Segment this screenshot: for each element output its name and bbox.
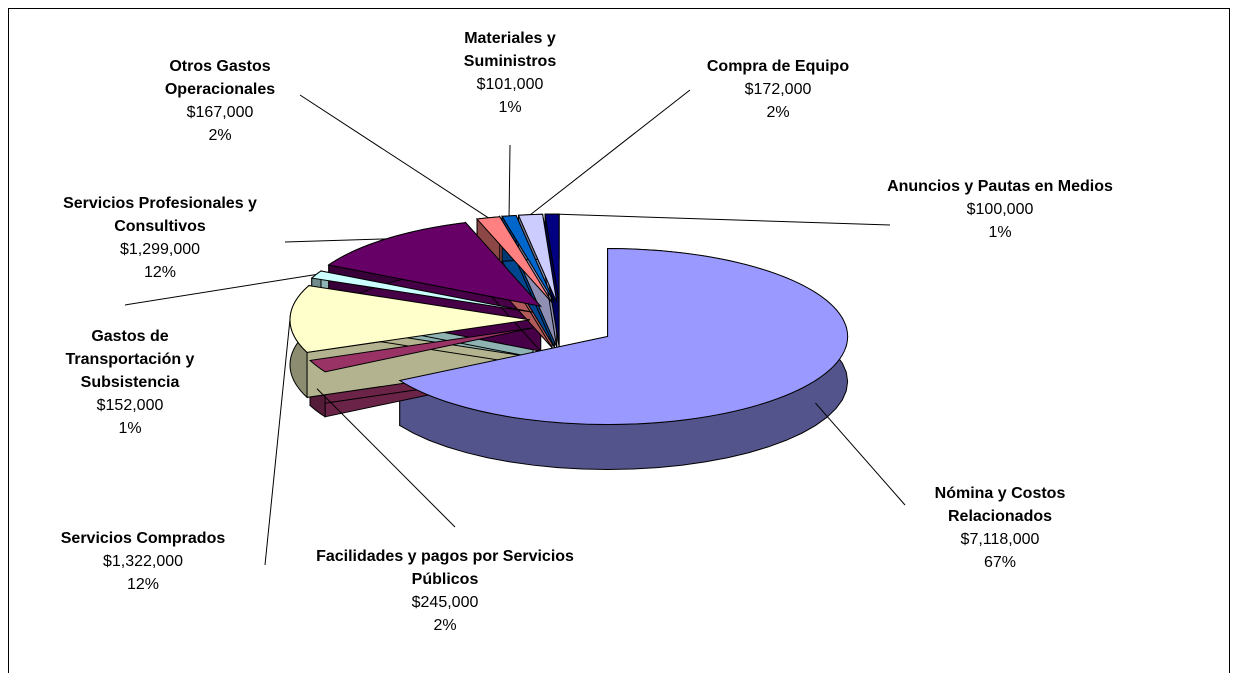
slice-value: $100,000 [966,201,1034,218]
data-label: Servicios Comprados $1,322,000 12% [18,527,268,596]
leader-line [552,213,891,226]
slice-top [398,248,849,425]
data-label: Nómina y Costos Relacionados $7,118,000 67… [895,482,1105,574]
leader-line [124,273,317,306]
data-label: Materiales y Suministros $101,000 1% [425,27,595,119]
slice-percent: 12% [143,264,177,281]
slice-percent: 1% [498,99,522,116]
leader-line [284,238,387,243]
leader-line [264,318,291,566]
slice-top [310,270,534,313]
leader-line [530,89,691,216]
data-label: Otros Gastos Operacionales $167,000 2% [140,55,300,147]
slice-name: Servicios Comprados [60,530,226,547]
slice-name: Servicios Profesionales y Consultivos [63,195,257,235]
pie-tops [289,213,849,425]
slice-percent: 1% [988,224,1012,241]
slice-value: $167,000 [186,104,254,121]
slice-top [476,216,553,303]
slice-name: Facilidades y pagos por Servicios Públic… [316,548,574,588]
slice-percent: 67% [983,554,1017,571]
slice-value: $1,322,000 [102,553,184,570]
slice-value: $152,000 [96,397,164,414]
leader-line [815,402,906,506]
slice-top [289,285,531,353]
slice-percent: 1% [118,420,142,437]
slice-name: Compra de Equipo [706,58,850,75]
slice-percent: 2% [433,617,457,634]
slice-name: Nómina y Costos Relacionados [934,485,1066,525]
slice-value: $245,000 [411,594,479,611]
leader-line [508,144,511,216]
slice-name: Materiales y Suministros [463,30,557,70]
data-label: Servicios Profesionales y Consultivos $1,… [35,192,285,284]
data-label: Facilidades y pagos por Servicios Públic… [315,545,575,637]
slice-percent: 2% [766,104,790,121]
slice-percent: 2% [208,127,232,144]
slice-value: $1,299,000 [119,241,201,258]
data-label: Anuncios y Pautas en Medios $100,000 1% [875,175,1125,244]
data-label: Gastos de Transportación y Subsistencia $… [40,325,220,440]
leader-line [299,94,489,219]
slice-percent: 12% [126,576,160,593]
slice-name: Anuncios y Pautas en Medios [887,178,1113,195]
slice-name: Otros Gastos Operacionales [164,58,276,98]
slice-name: Gastos de Transportación y Subsistencia [65,328,195,391]
data-label: Compra de Equipo $172,000 2% [678,55,878,124]
slice-value: $172,000 [744,81,812,98]
slice-top [308,327,534,373]
slice-value: $101,000 [476,76,544,93]
leader-line [316,388,456,528]
slice-top [327,222,543,308]
slice-value: $7,118,000 [960,531,1040,548]
chart-frame [8,8,1230,673]
